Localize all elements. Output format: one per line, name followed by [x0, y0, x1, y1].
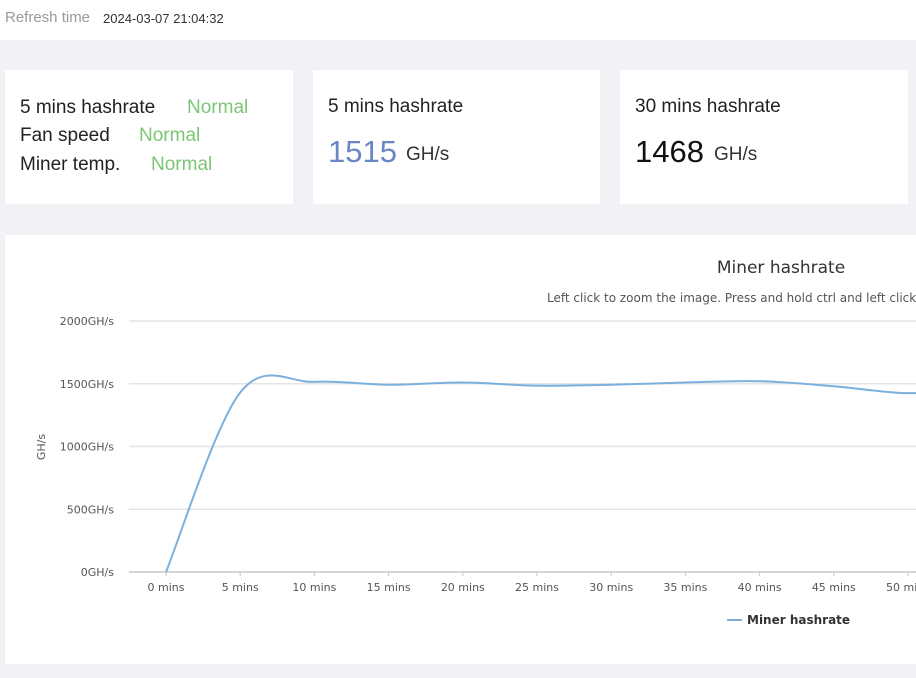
- hashrate-5m-title: 5 mins hashrate: [328, 96, 464, 117]
- chart-gridlines: [129, 320, 916, 573]
- refresh-time-label: Refresh time: [5, 9, 91, 26]
- x-tick-label: 35 mins: [663, 581, 707, 594]
- y-axis-ticks: 0GH/s 500GH/s 1000GH/s 1500GH/s 2000GH/s: [60, 315, 115, 579]
- x-tick-label: 30 mins: [589, 581, 633, 594]
- status-label-hashrate: 5 mins hashrate: [20, 97, 156, 118]
- x-tick-label: 20 mins: [441, 581, 485, 594]
- hashrate-chart[interactable]: Miner hashrate Left click to zoom the im…: [5, 235, 916, 664]
- refresh-time-value: 2024-03-07 21:04:32: [103, 11, 224, 26]
- x-tick-label: 25 mins: [515, 581, 559, 594]
- x-tick-label: 0 mins: [148, 581, 185, 594]
- hashrate-30m-unit: GH/s: [714, 144, 758, 165]
- x-tick-label: 5 mins: [222, 581, 259, 594]
- y-tick-label: 1500GH/s: [60, 378, 114, 391]
- y-tick-label: 1000GH/s: [60, 441, 114, 454]
- status-label-fan-speed: Fan speed: [20, 125, 110, 146]
- x-tick-label: 40 mins: [738, 581, 782, 594]
- hashrate-5m-value: 1515: [328, 134, 397, 169]
- hashrate-30m-card: 30 mins hashrate 1468 GH/s: [620, 70, 908, 204]
- y-axis-label: GH/s: [35, 434, 48, 461]
- hashrate-30m-value: 1468: [635, 134, 704, 169]
- chart-title: Miner hashrate: [717, 258, 845, 278]
- status-value-miner-temp: Normal: [151, 154, 213, 175]
- x-axis-ticks: 0 mins 5 mins 10 mins 15 mins 20 mins 25 mins…: [148, 572, 916, 594]
- y-tick-label: 500GH/s: [67, 503, 114, 516]
- status-label-miner-temp: Miner temp.: [20, 154, 121, 175]
- hashrate-30m-title: 30 mins hashrate: [635, 96, 781, 117]
- status-card: 5 mins hashrate Normal Fan speed Normal …: [5, 70, 293, 204]
- y-tick-label: 2000GH/s: [60, 315, 114, 328]
- status-value-hashrate: Normal: [187, 97, 249, 118]
- x-tick-label: 50 mins: [886, 581, 916, 594]
- status-value-fan-speed: Normal: [139, 125, 201, 146]
- series-line-miner-hashrate[interactable]: [165, 374, 916, 573]
- legend-label[interactable]: Miner hashrate: [747, 613, 850, 627]
- chart-subtitle: Left click to zoom the image. Press and …: [547, 291, 916, 305]
- top-bar: Refresh time 2024-03-07 21:04:32: [0, 0, 916, 40]
- x-tick-label: 10 mins: [292, 581, 336, 594]
- y-tick-label: 0GH/s: [81, 566, 115, 579]
- hashrate-5m-unit: GH/s: [406, 144, 450, 165]
- x-tick-label: 45 mins: [812, 581, 856, 594]
- chart-series: [165, 374, 916, 573]
- chart-legend[interactable]: Miner hashrate: [727, 613, 850, 627]
- hashrate-5m-card: 5 mins hashrate 1515 GH/s: [313, 70, 600, 204]
- x-tick-label: 15 mins: [367, 581, 411, 594]
- hashrate-chart-panel[interactable]: Miner hashrate Left click to zoom the im…: [5, 235, 916, 664]
